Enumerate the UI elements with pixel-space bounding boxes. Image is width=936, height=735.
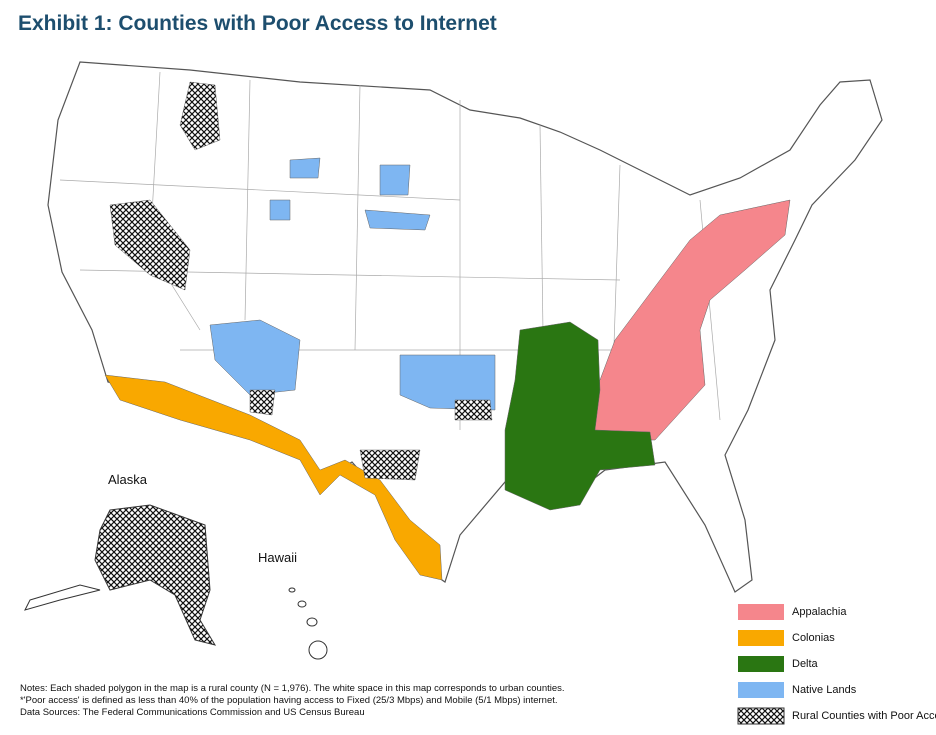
legend-label: Appalachia bbox=[792, 606, 847, 618]
title: Exhibit 1: Counties with Poor Access to … bbox=[18, 12, 497, 35]
legend-label: Delta bbox=[792, 658, 819, 670]
legend-label: Rural Counties with Poor Access bbox=[792, 710, 936, 722]
region-poor-tx bbox=[359, 449, 421, 481]
legend: Appalachia Colonias Delta Native Lands Rural… bbox=[737, 604, 936, 725]
legend-label: Native Lands bbox=[792, 684, 857, 696]
region-poor-nv bbox=[109, 199, 191, 291]
hawaii bbox=[288, 587, 328, 660]
note-line: Data Sources: The Federal Communications… bbox=[20, 707, 365, 718]
region-poor-mt bbox=[179, 81, 221, 151]
legend-swatch bbox=[738, 656, 784, 672]
region-native-sd bbox=[379, 164, 411, 196]
legend-swatch bbox=[738, 604, 784, 620]
note-line: *'Poor access' is defined as less than 4… bbox=[20, 695, 558, 706]
legend-swatch bbox=[738, 630, 784, 646]
region-native-southwest bbox=[209, 319, 301, 396]
alaska bbox=[94, 504, 217, 646]
us-outline bbox=[47, 61, 883, 593]
regions bbox=[104, 81, 791, 581]
legend-swatch bbox=[738, 682, 784, 698]
region-native-dakota bbox=[364, 209, 431, 231]
alaska-tail bbox=[24, 584, 101, 611]
map-label: Hawaii bbox=[258, 550, 297, 565]
region-poor-nm bbox=[249, 389, 276, 416]
legend-swatch bbox=[737, 707, 785, 725]
notes: Notes: Each shaded polygon in the map is… bbox=[20, 683, 565, 719]
map-label: Alaska bbox=[108, 472, 148, 487]
region-native-mt bbox=[289, 157, 321, 179]
region-delta bbox=[504, 321, 656, 511]
legend-label: Colonias bbox=[792, 632, 835, 644]
region-native-wy bbox=[269, 199, 291, 221]
region-poor-ok bbox=[454, 399, 493, 421]
note-line: Notes: Each shaded polygon in the map is… bbox=[20, 683, 565, 694]
